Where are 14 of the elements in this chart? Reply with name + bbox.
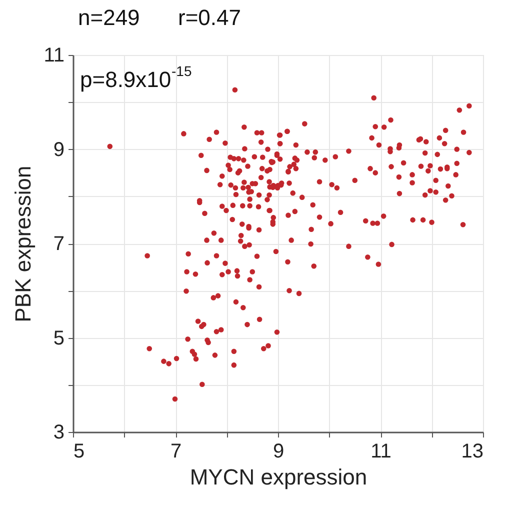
y-tick-label: 7 <box>53 233 64 255</box>
x-tick-label: 11 <box>370 440 392 462</box>
y-tick-label: 9 <box>53 138 64 161</box>
text: n=249 <box>78 5 140 30</box>
y-tick-label: 5 <box>53 327 64 350</box>
x-tick-label: 7 <box>170 440 182 462</box>
y-tick-label: 11 <box>44 44 64 66</box>
x-tick-label: 13 <box>461 440 484 462</box>
x-axis-title: MYCN expression <box>190 464 368 490</box>
y-axis-title: PBK expression <box>10 166 36 322</box>
text: r=0.47 <box>178 5 241 30</box>
x-tick-label: 9 <box>272 440 284 462</box>
y-tick-label: 3 <box>53 422 64 444</box>
x-tick-label: 5 <box>74 440 85 462</box>
